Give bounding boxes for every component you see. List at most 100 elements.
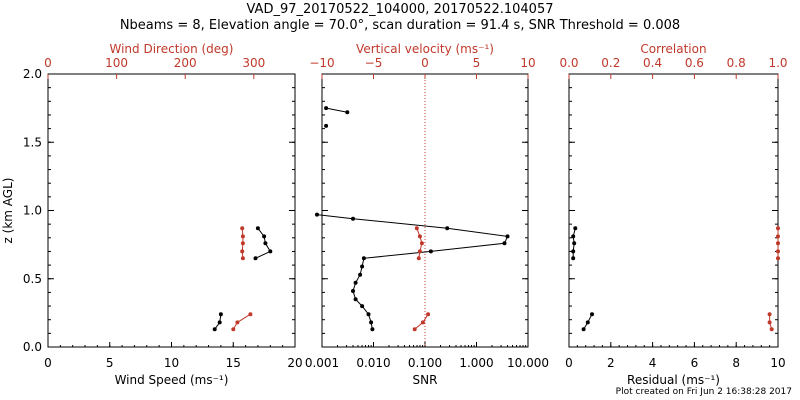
snr-bottom-axis-title: SNR <box>413 373 438 387</box>
wind-frame <box>47 73 296 348</box>
plot-created-note: Plot created on Fri Jun 2 16:38:28 2017 <box>615 387 792 397</box>
plot-subtitle: Nbeams = 8, Elevation angle = 70.0°, sca… <box>119 18 681 33</box>
residual-series-1-point <box>767 320 772 325</box>
snr-series-0-point <box>315 212 319 217</box>
snr-series-0-point <box>345 110 350 115</box>
wind-series-0-point <box>253 256 258 261</box>
wind-top-tick-label: 300 <box>242 56 265 70</box>
residual-series-1-point <box>776 234 780 239</box>
wind-series-1-point <box>240 234 245 239</box>
snr-series-1-point <box>417 249 422 254</box>
snr-series-0-point <box>360 264 365 269</box>
y-tick-label: 0.0 <box>23 340 42 354</box>
wind-series-0-point <box>262 234 267 239</box>
residual-top-tick-label: 0.8 <box>727 56 746 70</box>
residual-series-0-point <box>581 327 586 332</box>
snr-series-0-point <box>324 106 329 111</box>
residual-bottom-tick-label: 10 <box>770 356 785 370</box>
snr-top-tick-label: 5 <box>473 56 481 70</box>
wind-series-0-line <box>255 227 272 259</box>
snr-top-axis-title: Vertical velocity (ms⁻¹) <box>356 42 494 56</box>
residual-series-1-point <box>767 312 772 317</box>
residual-top-tick-label: 0.2 <box>601 56 620 70</box>
y-axis-title: z (km AGL) <box>1 178 15 244</box>
snr-frame <box>321 73 529 348</box>
snr-bottom-tick-label: 0.010 <box>356 356 390 370</box>
snr-series-0-point <box>369 320 374 325</box>
residual-bottom-tick-label: 4 <box>649 356 657 370</box>
wind-bottom-tick-label: 5 <box>106 356 114 370</box>
wind-series-1-point <box>240 249 245 254</box>
snr-series-1-point <box>426 312 431 317</box>
residual-top-tick-label: 0.0 <box>559 56 578 70</box>
wind-bottom-axis-title: Wind Speed (ms⁻¹) <box>115 373 229 387</box>
snr-top-tick-label: 0 <box>421 56 429 70</box>
snr-series-0-point <box>353 280 358 285</box>
wind-series-1-point <box>248 312 253 317</box>
snr-series-1-point <box>412 327 417 332</box>
snr-bottom-tick-label: 10.000 <box>507 356 549 370</box>
residual-series-0-point <box>571 249 576 254</box>
snr-top-tick-label: 10 <box>520 56 535 70</box>
snr-series-1-point <box>417 234 422 239</box>
snr-series-0-point <box>428 249 433 254</box>
residual-series-1-point <box>769 327 774 332</box>
residual-bottom-tick-label: 2 <box>607 356 615 370</box>
wind-top-tick-label: 0 <box>44 56 52 70</box>
snr-series-0-point <box>505 234 510 239</box>
wind-series-0-point <box>268 249 273 254</box>
y-tick-label: 0.5 <box>23 272 42 286</box>
wind-series-0-point <box>212 327 217 332</box>
residual-series-1-point <box>776 241 780 246</box>
snr-series-0-point <box>366 312 371 317</box>
snr-bottom-tick-label: 0.100 <box>408 356 442 370</box>
residual-bottom-tick-label: 8 <box>732 356 740 370</box>
plot-title: VAD_97_20170522_104000, 20170522.104057 <box>246 2 554 17</box>
residual-series-0-point <box>585 320 590 325</box>
residual-bottom-tick-label: 6 <box>691 356 699 370</box>
residual-series-1-point <box>776 226 780 231</box>
snr-top-tick-label: −5 <box>365 56 383 70</box>
snr-series-0-point <box>324 123 329 128</box>
residual-top-tick-label: 0.6 <box>685 56 704 70</box>
residual-series-0-point <box>571 256 576 261</box>
snr-series-0-point <box>361 256 366 261</box>
y-tick-label: 1.0 <box>23 204 42 218</box>
wind-series-0-point <box>217 320 222 325</box>
wind-series-1-point <box>231 327 236 332</box>
snr-series-1-point <box>419 241 424 246</box>
snr-bottom-tick-label: 1.000 <box>459 356 493 370</box>
residual-bottom-axis-title: Residual (ms⁻¹) <box>627 373 720 387</box>
wind-series-1-point <box>240 256 245 261</box>
snr-series-0-point <box>358 272 363 277</box>
wind-series-1-point <box>235 320 240 325</box>
residual-top-tick-label: 0.4 <box>643 56 662 70</box>
snr-series-1-point <box>414 226 419 231</box>
residual-series-0-point <box>572 241 577 246</box>
residual-series-0-point <box>573 226 578 231</box>
snr-series-0-point <box>351 289 355 293</box>
snr-bottom-tick-label: 0.001 <box>305 356 339 370</box>
snr-series-0-point <box>370 327 375 332</box>
residual-top-axis-title: Correlation <box>640 42 706 56</box>
snr-series-0-line <box>326 107 348 113</box>
wind-series-1-point <box>240 241 245 246</box>
snr-series-0-point <box>445 226 450 231</box>
wind-bottom-tick-label: 20 <box>287 356 302 370</box>
wind-series-1-point <box>240 226 245 231</box>
residual-top-tick-label: 1.0 <box>768 56 787 70</box>
snr-series-1-point <box>416 256 421 261</box>
wind-bottom-tick-label: 15 <box>226 356 241 370</box>
snr-series-0-line <box>316 214 509 330</box>
residual-series-0-point <box>590 312 594 317</box>
wind-series-0-point <box>218 312 223 317</box>
snr-series-0-point <box>351 216 355 221</box>
wind-series-0-point <box>263 241 268 246</box>
residual-series-0-point <box>571 234 576 239</box>
residual-frame <box>568 73 779 348</box>
residual-bottom-tick-label: 0 <box>565 356 573 370</box>
wind-bottom-tick-label: 10 <box>164 356 179 370</box>
y-tick-label: 2.0 <box>23 67 42 81</box>
wind-bottom-tick-label: 0 <box>44 356 52 370</box>
